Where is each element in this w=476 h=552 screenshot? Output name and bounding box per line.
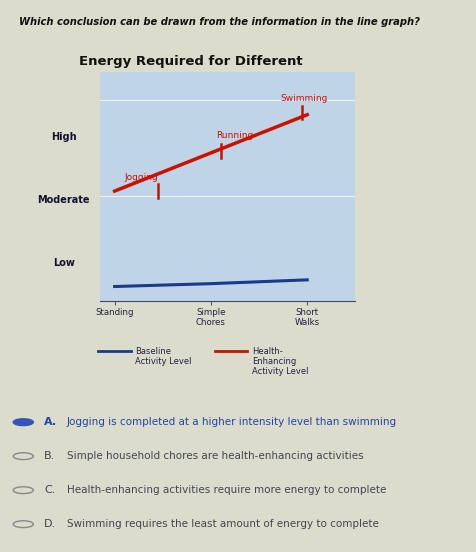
- Text: Energy Required for Different: Energy Required for Different: [79, 55, 302, 68]
- Text: B.: B.: [44, 451, 55, 461]
- Text: Moderate: Moderate: [38, 195, 90, 205]
- Text: Simple household chores are health-enhancing activities: Simple household chores are health-enhan…: [67, 451, 363, 461]
- Text: Baseline
Activity Level: Baseline Activity Level: [135, 347, 191, 366]
- Text: Jogging: Jogging: [124, 173, 158, 183]
- Text: Swimming: Swimming: [280, 94, 327, 103]
- Circle shape: [13, 419, 33, 426]
- Text: D.: D.: [44, 519, 56, 529]
- Text: Jogging is completed at a higher intensity level than swimming: Jogging is completed at a higher intensi…: [67, 417, 396, 427]
- Text: Health-enhancing activities require more energy to complete: Health-enhancing activities require more…: [67, 485, 386, 495]
- Text: C.: C.: [44, 485, 55, 495]
- Text: Activity Levels: Activity Levels: [136, 82, 245, 95]
- Text: A.: A.: [44, 417, 57, 427]
- Text: Running: Running: [215, 131, 252, 141]
- Text: Low: Low: [53, 258, 75, 268]
- Text: High: High: [51, 132, 76, 142]
- Text: Which conclusion can be drawn from the information in the line graph?: Which conclusion can be drawn from the i…: [19, 17, 419, 26]
- Text: Health-
Enhancing
Activity Level: Health- Enhancing Activity Level: [251, 347, 308, 376]
- Text: Swimming requires the least amount of energy to complete: Swimming requires the least amount of en…: [67, 519, 378, 529]
